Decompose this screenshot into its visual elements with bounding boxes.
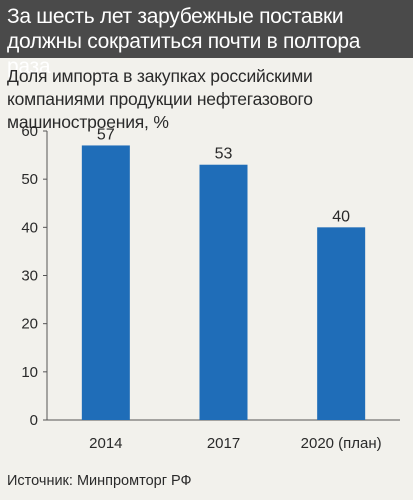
bar-value-label: 57 [97,126,115,143]
y-tick-label: 10 [21,364,38,381]
bar [199,164,248,420]
y-tick-label: 40 [21,219,38,236]
x-tick-label: 2020 (план) [301,435,382,452]
bar [317,227,366,420]
x-tick-label: 2017 [207,435,240,452]
y-tick-label: 60 [21,123,38,140]
bar [81,145,130,420]
y-tick-label: 30 [21,268,38,285]
y-tick-label: 20 [21,316,38,333]
y-tick-label: 50 [21,171,38,188]
x-tick-label: 2014 [89,435,122,452]
source-note: Источник: Минпромторг РФ [7,473,192,489]
bar-value-label: 53 [215,146,233,163]
bar-value-label: 40 [332,208,350,225]
chart-title: За шесть лет зарубежные поставки должны … [7,5,361,78]
header-banner: За шесть лет зарубежные поставки должны … [0,0,413,78]
y-tick-label: 0 [30,412,38,429]
chart-subtitle: Доля импорта в закупках российскими комп… [7,66,313,132]
